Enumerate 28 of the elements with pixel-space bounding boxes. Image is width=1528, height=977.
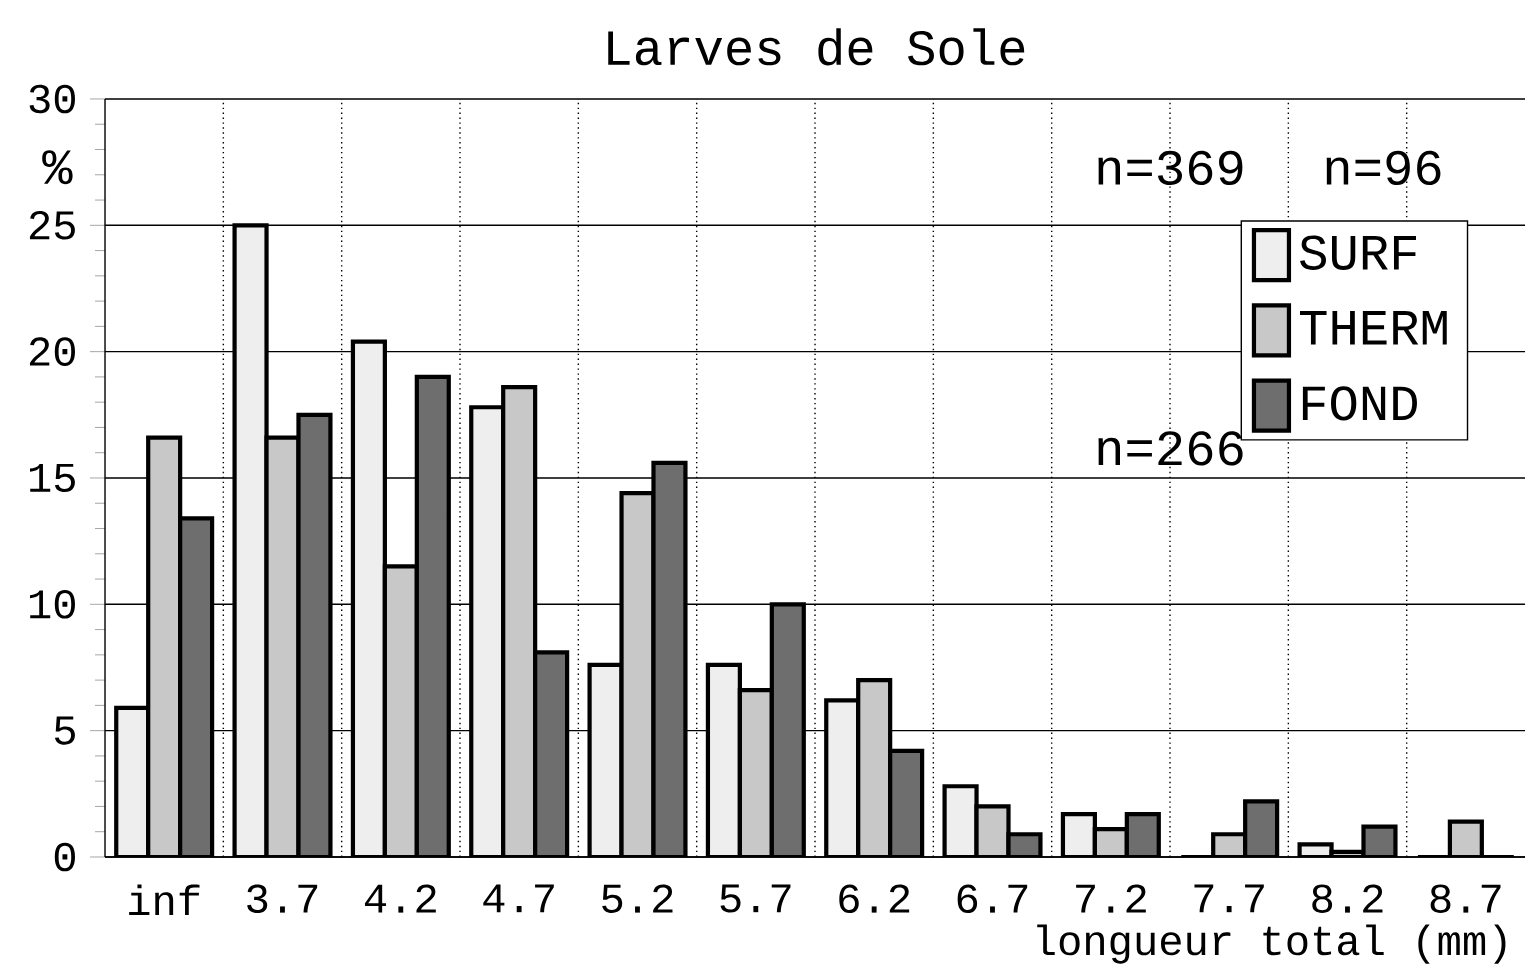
annotation: n=369 [1098,150,1243,186]
y-tick-label: 20 [29,337,75,366]
y-tick-label: 10 [30,589,75,619]
x-tick-label: 5.2 [602,884,673,913]
x-tick-label: 6.7 [957,884,1028,913]
y-axis-title: % [42,150,73,185]
annotation: n=96 [1326,150,1441,186]
x-tick-label: 3.7 [247,884,318,913]
y-tick-label: 0 [54,842,75,872]
y-tick-label: 25 [29,210,75,240]
x-tick-label: 7.2 [1076,884,1146,913]
y-tick-label: 15 [30,463,75,493]
x-axis-title: longueur total (mm) [1037,924,1506,964]
x-tick-label: 8.7 [1430,884,1501,913]
legend-label: FOND [1302,386,1417,421]
x-tick-label: 7.7 [1194,884,1264,913]
legend-label: THERM [1299,311,1447,345]
x-tick-label: 4.2 [364,884,436,913]
x-tick-label: 8.2 [1312,884,1383,913]
annotation: n=266 [1098,431,1243,466]
y-tick-label: 5 [54,716,75,745]
x-tick-label: inf [129,884,200,915]
x-tick-label: 4.7 [483,884,554,913]
x-tick-label: 5.7 [720,884,791,913]
legend-label: SURF [1300,235,1416,270]
chart-title: Larves de Sole [608,28,1025,66]
y-tick-label: 30 [29,84,75,114]
x-tick-label: 6.2 [839,884,910,913]
